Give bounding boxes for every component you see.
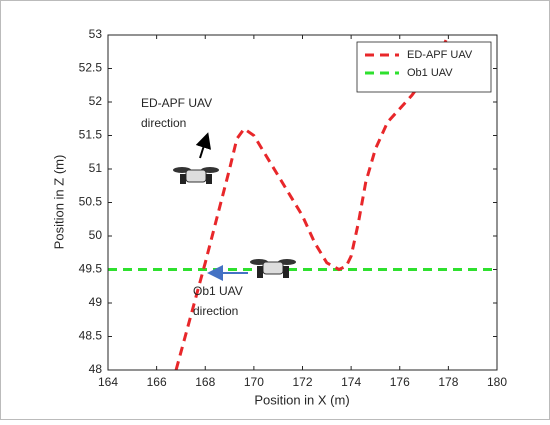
legend-label: ED-APF UAV xyxy=(407,49,473,61)
y-tick-label: 50.5 xyxy=(79,195,103,209)
x-tick-label: 180 xyxy=(487,375,507,389)
y-tick-label: 48.5 xyxy=(79,329,103,343)
legend-label: Ob1 UAV xyxy=(407,67,453,79)
legend: ED-APF UAV Ob1 UAV xyxy=(356,41,492,93)
drone-icon xyxy=(173,167,219,184)
x-tick-label: 164 xyxy=(98,375,118,389)
y-tick-label: 49 xyxy=(89,295,103,309)
x-tick-label: 168 xyxy=(195,375,215,389)
axes-box xyxy=(107,34,498,371)
y-tick-label: 48 xyxy=(89,362,103,376)
annotation: Ob1 UAV xyxy=(193,284,243,298)
y-tick-label: 52.5 xyxy=(79,61,103,75)
x-tick-label: 172 xyxy=(292,375,312,389)
y-tick-label: 51 xyxy=(89,161,103,175)
x-tick-label: 174 xyxy=(341,375,361,389)
lines xyxy=(108,34,497,371)
x-tick-label: 170 xyxy=(244,375,264,389)
x-tick-label: 176 xyxy=(390,375,410,389)
x-tick-label: 178 xyxy=(438,375,458,389)
ticks: 164 166 168 170 172 174 176 178 180 48 48.5 49 49.5 5… xyxy=(79,27,508,389)
legend-box xyxy=(356,41,492,93)
direction-arrow xyxy=(195,132,211,159)
x-tick-label: 166 xyxy=(147,375,167,389)
y-tick-label: 50 xyxy=(89,228,103,242)
y-tick-label: 49.5 xyxy=(79,262,103,276)
series-line xyxy=(174,34,450,371)
y-axis-label: Position in Z (m) xyxy=(51,155,66,250)
annotation: direction xyxy=(193,304,238,318)
y-tick-label: 51.5 xyxy=(79,128,103,142)
y-tick-label: 53 xyxy=(89,27,103,41)
annotation: ED-APF UAV xyxy=(141,96,212,110)
annotation: direction xyxy=(141,116,186,130)
drone-icon xyxy=(250,259,296,278)
y-tick-label: 52 xyxy=(89,94,103,108)
x-axis-label: Position in X (m) xyxy=(254,392,349,407)
